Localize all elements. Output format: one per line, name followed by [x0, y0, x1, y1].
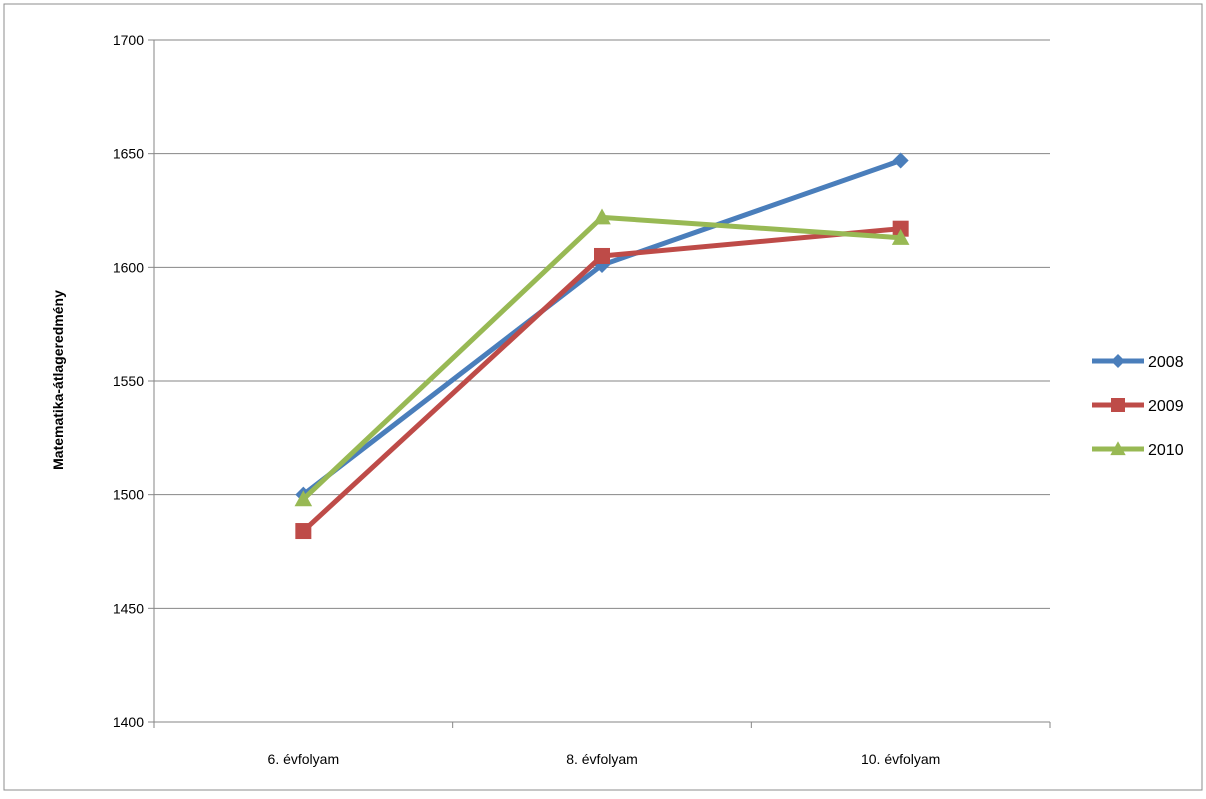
series-2009 [295, 220, 909, 540]
legend-label: 2009 [1148, 398, 1184, 415]
legend: 2008 2009 2010 [1092, 354, 1184, 459]
data-point-triangle [1110, 441, 1126, 456]
legend-item-2009: 2009 [1092, 398, 1184, 415]
y-tick-label: 1400 [113, 714, 144, 730]
y-tick-label: 1550 [113, 373, 144, 389]
y-tick-label: 1450 [113, 600, 144, 616]
series-2010 [294, 208, 910, 507]
data-point-diamond [892, 152, 909, 169]
legend-item-2008: 2008 [1092, 354, 1184, 371]
y-tick-label: 1600 [113, 259, 144, 275]
tick-labels: 1400 1450 1500 1550 1600 1650 1700 6. évfolyam 8… [113, 32, 941, 767]
legend-label: 2010 [1148, 442, 1184, 459]
x-tick-label: 8. évfolyam [566, 751, 638, 767]
chart-border [3, 3, 1203, 791]
data-point-square [295, 523, 312, 540]
axes [148, 39, 1051, 728]
data-point-diamond [1111, 354, 1125, 368]
data-point-square [1111, 398, 1125, 412]
data-point-square [892, 220, 909, 237]
series-lines [294, 152, 910, 540]
y-tick-label: 1650 [113, 146, 144, 162]
data-point-triangle [891, 228, 910, 245]
y-tick-label: 1500 [113, 487, 144, 503]
y-tick-label: 1700 [113, 32, 144, 48]
legend-item-2010: 2010 [1092, 441, 1184, 459]
x-tick-label: 10. évfolyam [861, 751, 940, 767]
data-point-square [594, 247, 610, 264]
y-axis-label: Matematika-átlageredmény [50, 290, 66, 470]
x-tick-label: 6. évfolyam [268, 751, 340, 767]
legend-label: 2008 [1148, 354, 1184, 371]
data-point-triangle [593, 208, 611, 225]
data-point-triangle [294, 490, 313, 507]
